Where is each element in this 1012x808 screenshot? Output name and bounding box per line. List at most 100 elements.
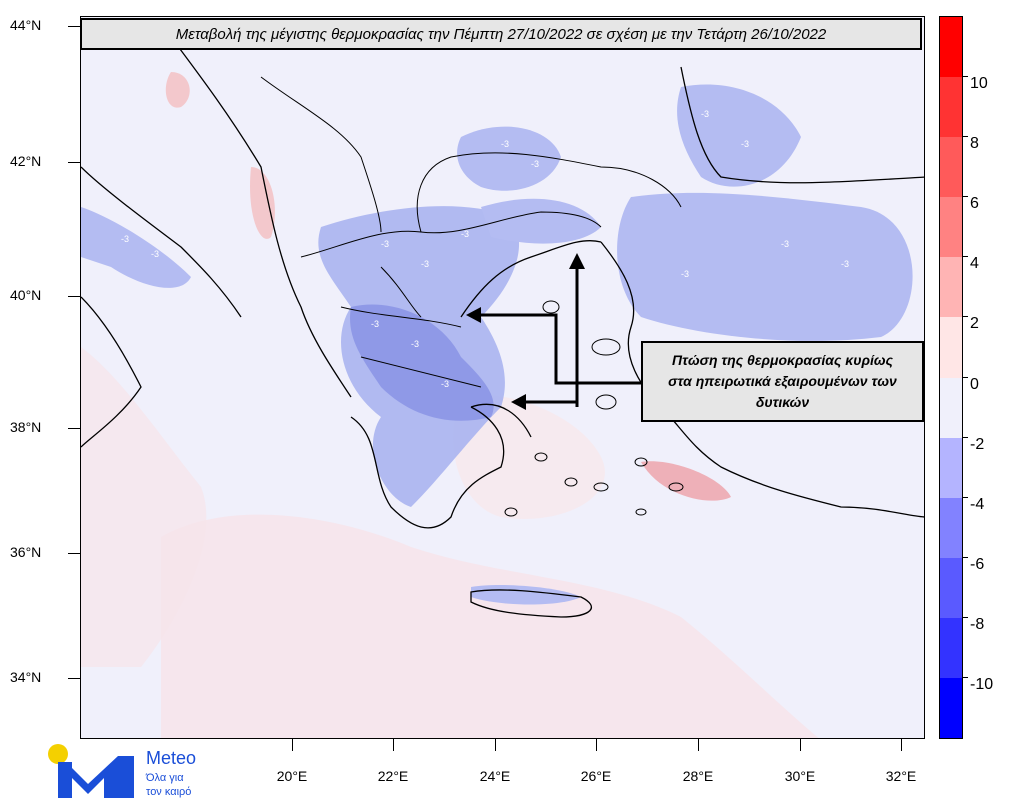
colorbar-segment	[940, 257, 962, 318]
colorbar	[939, 16, 963, 739]
cool-area-marmara	[617, 192, 913, 341]
lon-label-32: 32°E	[885, 768, 917, 784]
contour-label: -3	[411, 339, 419, 349]
logo-tagline-1: Όλα για	[146, 772, 184, 784]
colorbar-segment	[940, 77, 962, 138]
lon-label-24: 24°E	[479, 768, 511, 784]
colorbar-label: 10	[970, 75, 988, 93]
colorbar-tick	[963, 676, 968, 678]
arrow-line-main	[476, 313, 642, 385]
colorbar-label: -4	[970, 495, 985, 513]
lat-label-34: 34°N	[10, 669, 42, 685]
temperature-change-map: -3 -3 -3 -3 -3 -3 -3 -3 -3 -3 -3 -3 -3 -…	[81, 36, 924, 738]
border-greece-north	[300, 211, 602, 258]
warm-area-south	[161, 514, 819, 738]
colorbar-segment	[940, 557, 962, 619]
colorbar-tick	[963, 436, 968, 438]
colorbar-tick	[963, 136, 968, 138]
colorbar-label: -10	[970, 675, 994, 693]
lon-label-20: 20°E	[276, 768, 308, 784]
colorbar-tick	[963, 496, 968, 498]
colorbar-label: 8	[970, 135, 979, 153]
colorbar-tick	[963, 256, 968, 258]
colorbar-segment	[940, 317, 962, 378]
annotation-line-1: Πτώση της θερμοκρασίας κυρίως	[672, 352, 893, 368]
colorbar-label: 0	[970, 375, 979, 393]
colorbar-tick	[963, 196, 968, 198]
map-area: -3 -3 -3 -3 -3 -3 -3 -3 -3 -3 -3 -3 -3 -…	[80, 16, 925, 739]
colorbar-tick	[963, 376, 968, 378]
lat-tick	[68, 428, 80, 429]
coast-turkey-west	[600, 241, 924, 518]
contour-label: -3	[121, 234, 129, 244]
colorbar-segment	[940, 377, 962, 439]
contour-label: -3	[461, 229, 469, 239]
warm-area-albania	[250, 167, 275, 239]
colorbar-segment	[940, 617, 962, 679]
lon-label-28: 28°E	[682, 768, 714, 784]
lat-tick	[68, 678, 80, 679]
arrowhead-left-upper	[466, 307, 481, 323]
colorbar-label: 2	[970, 315, 979, 333]
contour-label: -3	[741, 139, 749, 149]
colorbar-label: -2	[970, 435, 985, 453]
cool-area-turkey-north	[677, 84, 801, 187]
colorbar-label: -6	[970, 555, 985, 573]
arrowheads	[466, 253, 585, 410]
contour-label: -3	[531, 159, 539, 169]
warm-area-dodecanese	[641, 461, 731, 501]
lon-tick	[901, 739, 902, 751]
contour-label: -3	[371, 319, 379, 329]
annotation-line-3: δυτικών	[755, 394, 810, 410]
coast-adriatic	[81, 166, 242, 318]
annotation-line-2: στα ηπειρωτικά εξαιρουμένων των	[668, 373, 897, 389]
border-bulgaria	[416, 152, 682, 233]
meteo-logo-mark	[48, 744, 134, 798]
colorbar-segment	[940, 137, 962, 198]
lon-label-30: 30°E	[784, 768, 816, 784]
colorbar-tick	[963, 616, 968, 618]
lon-tick	[698, 739, 699, 751]
contour-label: -3	[151, 249, 159, 259]
cool-area-central	[350, 304, 494, 421]
coast-north-aegean	[460, 240, 602, 318]
contour-label: -3	[441, 379, 449, 389]
logo-brand: Meteo	[146, 748, 197, 768]
logo-tagline-2: τον καιρό	[146, 786, 192, 798]
lat-tick	[68, 553, 80, 554]
coast-black-sea	[680, 66, 924, 184]
lon-tick	[292, 739, 293, 751]
colorbar-segment	[940, 197, 962, 258]
coastlines	[81, 36, 924, 618]
colorbar-segment	[940, 437, 962, 499]
lon-tick	[800, 739, 801, 751]
colorbar-segment	[940, 677, 962, 739]
colorbar-label: 6	[970, 195, 979, 213]
cool-area-thrace	[481, 198, 601, 244]
contour-label: -3	[421, 259, 429, 269]
islands	[504, 300, 684, 517]
colorbar-segment	[940, 17, 962, 78]
lat-label-40: 40°N	[10, 287, 42, 303]
coast-attica	[470, 403, 532, 438]
colorbar-segment	[940, 497, 962, 559]
coast-peloponnese	[350, 406, 505, 529]
warm-area-west	[81, 347, 207, 667]
warm-area-montenegro	[165, 72, 190, 108]
cool-area-italy	[81, 207, 191, 288]
arrowhead-left-lower	[511, 394, 526, 410]
colorbar-tick	[963, 316, 968, 318]
colorbar-label: -8	[970, 615, 985, 633]
contour-labels: -3 -3 -3 -3 -3 -3 -3 -3 -3 -3 -3 -3 -3 -…	[121, 109, 849, 389]
lat-tick	[68, 296, 80, 297]
colorbar-tick	[963, 76, 968, 78]
coast-crete	[470, 589, 593, 618]
coast-italy-heel	[81, 296, 142, 448]
annotation-box: Πτώση της θερμοκρασίας κυρίως στα ηπειρω…	[641, 341, 924, 422]
lat-tick	[68, 26, 80, 27]
contour-label: -3	[781, 239, 789, 249]
border-regions	[340, 266, 482, 388]
borders	[260, 76, 682, 388]
contour-label: -3	[701, 109, 709, 119]
coast-balkans-west	[170, 36, 352, 398]
